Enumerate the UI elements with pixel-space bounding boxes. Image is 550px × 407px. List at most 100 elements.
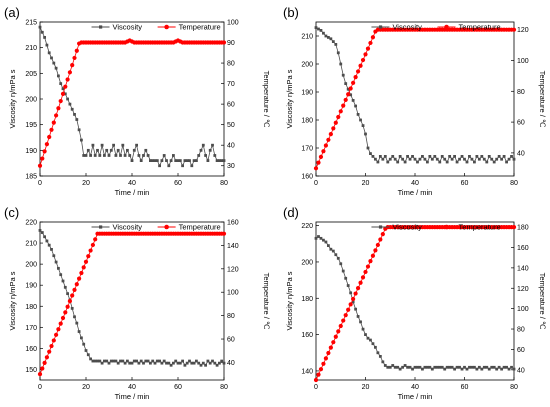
viscosity-point <box>66 292 69 296</box>
y2-tick-label: 140 <box>517 265 529 272</box>
viscosity-point <box>197 154 201 157</box>
viscosity-point <box>487 367 491 371</box>
viscosity-point <box>346 284 350 287</box>
legend-marker <box>164 24 169 30</box>
viscosity-point <box>204 154 207 157</box>
viscosity-point <box>344 82 348 85</box>
temperature-point <box>333 334 338 339</box>
viscosity-point <box>160 159 164 162</box>
viscosity-point <box>43 36 46 39</box>
viscosity-point <box>220 159 224 162</box>
viscosity-point <box>155 359 159 363</box>
viscosity-point <box>500 157 504 161</box>
viscosity-point <box>510 155 513 158</box>
viscosity-point <box>213 154 217 157</box>
x-tick-label: 20 <box>82 384 90 391</box>
y-tick-label: 200 <box>301 259 313 266</box>
viscosity-point <box>204 363 207 367</box>
temperature-point <box>318 154 324 159</box>
viscosity-point <box>158 164 161 168</box>
viscosity-point <box>123 154 127 157</box>
viscosity-point <box>93 359 97 363</box>
viscosity-point <box>487 155 491 158</box>
x-tick-label: 80 <box>510 384 518 391</box>
viscosity-point <box>458 157 461 161</box>
viscosity-point <box>398 155 402 158</box>
legend-label: Temperature <box>179 223 221 232</box>
viscosity-point <box>135 359 138 363</box>
x-tick-label: 40 <box>128 384 136 391</box>
y-tick-label: 215 <box>25 20 37 27</box>
viscosity-point <box>206 159 210 162</box>
viscosity-point <box>132 359 136 363</box>
temperature-point <box>346 92 351 97</box>
viscosity-point <box>492 160 496 164</box>
viscosity-point <box>103 154 106 157</box>
viscosity-point <box>178 361 182 365</box>
temperature-point <box>221 40 227 45</box>
temperature-point <box>368 259 373 264</box>
viscosity-point <box>383 364 387 367</box>
viscosity-point <box>208 148 212 152</box>
temperature-point <box>51 338 56 343</box>
viscosity-point <box>137 154 141 157</box>
temperature-point <box>54 332 59 337</box>
viscosity-point <box>440 365 444 369</box>
viscosity-point <box>378 354 382 358</box>
viscosity-point <box>75 321 79 325</box>
viscosity-point <box>211 143 214 147</box>
temperature-point <box>326 350 331 356</box>
temperature-point <box>74 282 79 287</box>
viscosity-point <box>450 157 454 161</box>
viscosity-point <box>485 365 489 369</box>
panel-label: (c) <box>4 205 19 220</box>
viscosity-point <box>460 155 464 158</box>
viscosity-point <box>411 155 414 158</box>
temperature-point <box>77 276 82 281</box>
x-axis-title: Time / min <box>115 188 150 197</box>
viscosity-point <box>354 104 357 108</box>
viscosity-point <box>160 361 164 365</box>
x-tick-label: 40 <box>411 180 419 187</box>
temperature-point <box>42 360 47 366</box>
viscosity-point <box>70 107 74 111</box>
viscosity-point <box>460 367 464 371</box>
series-viscosity <box>314 235 516 371</box>
temperature-point <box>511 225 517 230</box>
viscosity-point <box>93 154 97 157</box>
viscosity-point <box>105 359 109 363</box>
viscosity-point <box>167 361 171 365</box>
temperature-point <box>74 48 79 53</box>
temperature-line <box>39 40 224 166</box>
x-tick-label: 60 <box>174 384 182 391</box>
viscosity-point <box>142 361 145 365</box>
viscosity-point <box>470 365 474 369</box>
viscosity-point <box>477 365 481 369</box>
x-tick-label: 0 <box>314 384 318 391</box>
viscosity-point <box>453 155 456 158</box>
temperature-point <box>331 340 336 345</box>
x-tick-label: 40 <box>128 180 136 187</box>
temperature-point <box>380 232 385 237</box>
viscosity-point <box>126 359 129 363</box>
y-tick-label: 180 <box>301 118 313 125</box>
y2-axis-title: Temperature / ℃ <box>538 273 547 330</box>
viscosity-point <box>344 276 348 280</box>
viscosity-point <box>329 37 333 41</box>
legend: Viscosity Temperature <box>91 23 221 32</box>
viscosity-point <box>326 244 330 248</box>
temperature-point <box>72 287 77 292</box>
viscosity-point <box>146 154 150 157</box>
viscosity-point <box>165 361 168 365</box>
viscosity-point <box>425 365 429 369</box>
temperature-point <box>348 302 353 307</box>
viscosity-point <box>151 159 155 162</box>
viscosity-point <box>155 159 159 162</box>
temperature-point <box>313 377 319 383</box>
temperature-point <box>323 356 328 361</box>
viscosity-point <box>190 164 194 168</box>
viscosity-point <box>403 364 407 367</box>
viscosity-point <box>98 359 102 363</box>
viscosity-point <box>349 93 353 97</box>
viscosity-point <box>201 361 205 365</box>
